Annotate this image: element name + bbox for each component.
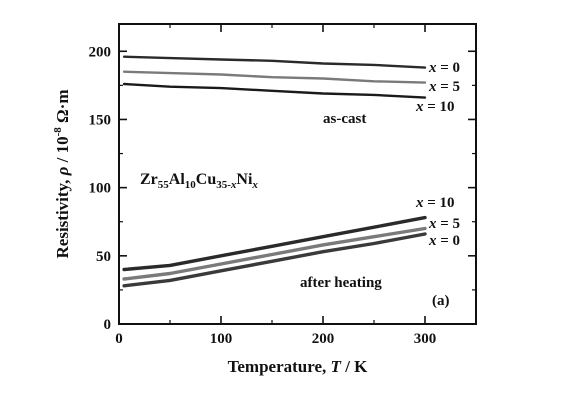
plot-border <box>118 23 477 325</box>
y-axis-title: Resistivity, ρ / 10-8 Ω·m <box>52 90 72 259</box>
series-label: x = 5 <box>428 79 460 95</box>
labels-layer: x = 0x = 5x = 10x = 10x = 5x = 0as-casta… <box>52 60 460 376</box>
panel-label: (a) <box>432 293 450 309</box>
series-label: x = 10 <box>415 195 455 211</box>
plot-frame <box>118 23 477 325</box>
series-line-as-cast-x-10 <box>122 82 427 99</box>
axis-ticks: 0 100 200 300 0 50 100 150 200 <box>89 24 476 347</box>
x-tick-label: 300 <box>414 331 437 347</box>
series-label: x = 5 <box>428 216 460 232</box>
as-cast-label: as-cast <box>323 111 366 127</box>
x-tick-label: 0 <box>115 331 123 347</box>
series-line-after-heating-x-0 <box>122 232 427 288</box>
series-line-after-heating-x-10 <box>122 215 427 272</box>
series-layer <box>122 55 427 288</box>
x-axis-title: Temperature, T / K <box>228 357 369 376</box>
x-tick-label: 200 <box>312 331 335 347</box>
y-tick-label: 50 <box>96 249 111 265</box>
y-tick-label: 0 <box>104 317 112 333</box>
series-line-as-cast-x-0 <box>122 55 427 69</box>
series-label: x = 0 <box>428 60 460 76</box>
y-tick-label: 100 <box>89 181 112 197</box>
after-heating-label: after heating <box>300 275 382 291</box>
y-tick-label: 150 <box>89 112 112 128</box>
series-label: x = 0 <box>428 233 460 249</box>
series-line-after-heating-x-5 <box>122 226 427 281</box>
y-tick-label: 200 <box>89 44 112 60</box>
x-tick-label: 100 <box>210 331 233 347</box>
series-label: x = 10 <box>415 99 455 115</box>
compound-label: Zr55Al10Cu35-xNix <box>140 171 258 191</box>
series-line-as-cast-x-5 <box>122 70 427 84</box>
